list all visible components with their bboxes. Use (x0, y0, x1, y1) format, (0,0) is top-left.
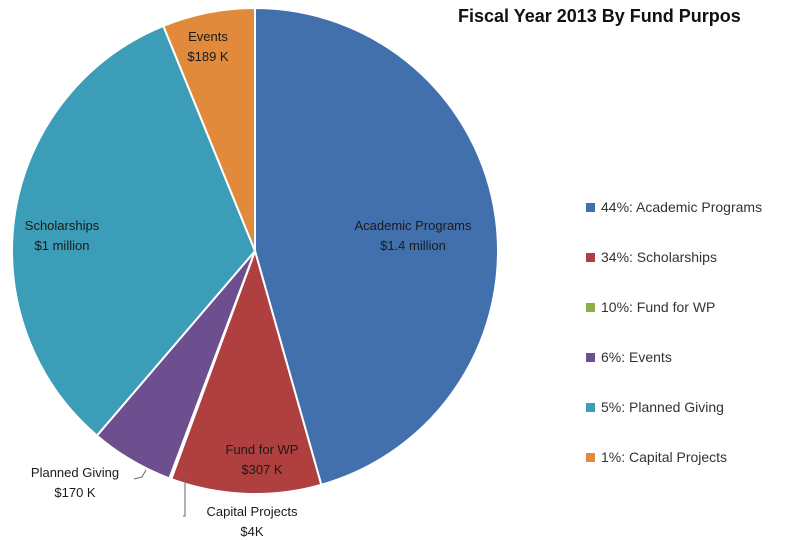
leader-line (133, 469, 147, 480)
slice-amount: $1.4 million (380, 238, 446, 253)
legend-label: 44%: Academic Programs (601, 199, 763, 215)
legend-label: 6%: Events (601, 349, 672, 365)
legend-swatch (586, 252, 595, 262)
slice-label: Scholarships (25, 218, 100, 233)
slice-amount: $4K (240, 524, 263, 539)
legend-item: 6%: Events (586, 332, 796, 382)
legend-swatch (586, 352, 595, 362)
legend-swatch (586, 402, 595, 412)
slice-label: Academic Programs (354, 218, 472, 233)
legend: 44%: Academic Programs 34%: Scholarships 1… (586, 182, 796, 482)
slice-label: Events (188, 29, 228, 44)
legend-item: 44%: Academic Programs (586, 182, 796, 232)
legend-item: 1%: Capital Projects (586, 432, 796, 482)
slice-labels: Academic Programs $1.4 million Fund for WP… (25, 29, 472, 539)
slice-amount: $1 million (35, 238, 90, 253)
legend-item: 5%: Planned Giving (586, 382, 796, 432)
slice-amount: $307 K (241, 462, 283, 477)
pie-slice-scholarships (11, 24, 257, 437)
pie-slice-events (162, 6, 256, 252)
leader-lines (133, 469, 186, 517)
slice-label: Planned Giving (31, 465, 119, 480)
pie-slice-academic-programs (254, 6, 499, 487)
legend-item: 10%: Fund for WP (586, 282, 796, 332)
legend-label: 5%: Planned Giving (601, 399, 724, 415)
legend-swatch (586, 302, 595, 312)
slice-label: Fund for WP (226, 442, 299, 457)
legend-swatch (586, 202, 595, 212)
legend-label: 1%: Capital Projects (601, 449, 728, 465)
legend-label: 10%: Fund for WP (601, 299, 716, 315)
pie-slices (11, 6, 499, 495)
slice-amount: $170 K (54, 485, 96, 500)
slice-label: Capital Projects (206, 504, 298, 519)
slice-amount: $189 K (187, 49, 229, 64)
pie-slice-fund-for-wp (169, 247, 323, 495)
chart-title: Fiscal Year 2013 By Fund Purpos (458, 6, 741, 26)
leader-line (183, 475, 186, 517)
legend-item: 34%: Scholarships (586, 232, 796, 282)
legend-swatch (586, 452, 595, 462)
legend-label: 34%: Scholarships (601, 249, 717, 265)
